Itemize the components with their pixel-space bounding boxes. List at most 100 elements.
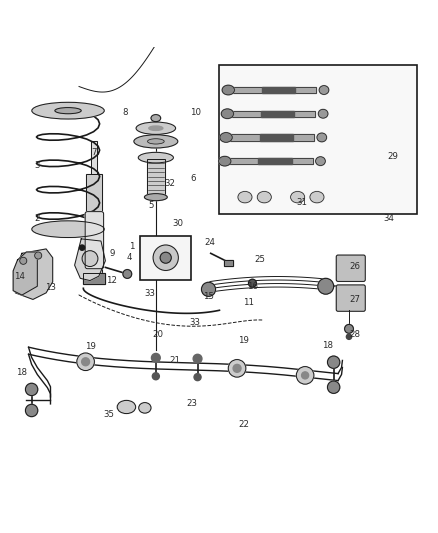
Text: 11: 11 <box>242 298 253 307</box>
Text: 23: 23 <box>186 399 198 408</box>
Circle shape <box>346 334 351 340</box>
Bar <box>230 134 313 141</box>
Ellipse shape <box>316 133 326 142</box>
Text: 16: 16 <box>246 282 258 291</box>
Text: 18: 18 <box>15 368 27 377</box>
Text: 19: 19 <box>85 342 95 351</box>
Ellipse shape <box>237 191 251 203</box>
Ellipse shape <box>160 252 171 263</box>
Circle shape <box>20 257 27 264</box>
Ellipse shape <box>32 102 104 119</box>
Text: 34: 34 <box>382 214 393 223</box>
Circle shape <box>79 245 85 251</box>
Circle shape <box>296 367 313 384</box>
Circle shape <box>344 325 353 333</box>
Ellipse shape <box>219 133 232 142</box>
FancyBboxPatch shape <box>85 212 103 269</box>
Text: 28: 28 <box>348 330 360 339</box>
Text: 21: 21 <box>169 357 180 366</box>
Text: 33: 33 <box>189 318 201 327</box>
Ellipse shape <box>117 400 135 414</box>
Bar <box>259 134 293 141</box>
Text: 29: 29 <box>387 152 397 161</box>
Circle shape <box>25 405 38 417</box>
Text: 12: 12 <box>106 276 117 285</box>
Text: 22: 22 <box>237 420 249 429</box>
Bar <box>230 134 313 141</box>
Text: 15: 15 <box>202 292 214 301</box>
Circle shape <box>248 279 256 287</box>
Ellipse shape <box>147 139 164 144</box>
Text: 25: 25 <box>254 255 265 264</box>
Circle shape <box>152 373 159 379</box>
Circle shape <box>151 353 160 362</box>
Circle shape <box>194 374 201 381</box>
Bar <box>223 260 232 265</box>
Text: 32: 32 <box>164 180 176 189</box>
Circle shape <box>25 383 38 395</box>
Ellipse shape <box>136 122 175 134</box>
Polygon shape <box>15 249 53 300</box>
Ellipse shape <box>138 152 173 163</box>
Bar <box>232 87 315 93</box>
Bar <box>91 141 97 174</box>
Text: 26: 26 <box>348 262 360 271</box>
Text: 13: 13 <box>45 283 56 292</box>
Bar <box>86 174 102 275</box>
Text: 7: 7 <box>92 148 97 157</box>
Bar <box>258 158 291 164</box>
Bar <box>83 273 105 284</box>
Bar <box>231 111 314 117</box>
Bar <box>140 236 191 280</box>
Text: 31: 31 <box>296 198 307 207</box>
Text: 1: 1 <box>129 242 134 251</box>
Bar <box>86 174 102 275</box>
Ellipse shape <box>134 135 177 148</box>
Text: 35: 35 <box>103 410 114 419</box>
FancyBboxPatch shape <box>336 285 364 311</box>
Text: 14: 14 <box>14 272 25 281</box>
Bar <box>261 111 294 117</box>
Circle shape <box>81 358 89 366</box>
Text: 19: 19 <box>238 336 248 345</box>
Ellipse shape <box>221 109 233 118</box>
Ellipse shape <box>151 115 160 122</box>
Ellipse shape <box>32 221 104 238</box>
Ellipse shape <box>148 126 162 131</box>
Circle shape <box>327 381 339 393</box>
Bar <box>232 87 315 93</box>
Circle shape <box>228 360 245 377</box>
Circle shape <box>123 270 131 278</box>
Text: 24: 24 <box>204 238 215 247</box>
Bar <box>147 159 164 196</box>
Text: 5: 5 <box>148 200 154 209</box>
Bar <box>261 87 295 93</box>
Text: 18: 18 <box>321 341 332 350</box>
Text: 30: 30 <box>172 219 183 228</box>
Circle shape <box>301 372 308 379</box>
Bar <box>83 273 105 284</box>
Ellipse shape <box>290 191 304 203</box>
Ellipse shape <box>144 193 167 200</box>
Text: 33: 33 <box>144 289 155 298</box>
Circle shape <box>35 252 42 259</box>
Circle shape <box>82 251 98 266</box>
Circle shape <box>233 365 240 372</box>
Ellipse shape <box>138 402 151 413</box>
Text: 20: 20 <box>152 330 163 339</box>
FancyBboxPatch shape <box>336 255 364 281</box>
Text: 2: 2 <box>35 214 40 223</box>
Text: 10: 10 <box>189 108 201 117</box>
Bar <box>219 64 416 214</box>
Bar <box>231 111 314 117</box>
Ellipse shape <box>257 191 271 203</box>
Polygon shape <box>74 239 105 280</box>
Text: 3: 3 <box>35 161 40 170</box>
Circle shape <box>327 356 339 368</box>
Text: 6: 6 <box>190 174 195 183</box>
Circle shape <box>201 282 215 296</box>
Circle shape <box>317 278 333 294</box>
Text: 4: 4 <box>127 253 132 262</box>
Ellipse shape <box>309 191 323 203</box>
Bar <box>223 260 232 265</box>
